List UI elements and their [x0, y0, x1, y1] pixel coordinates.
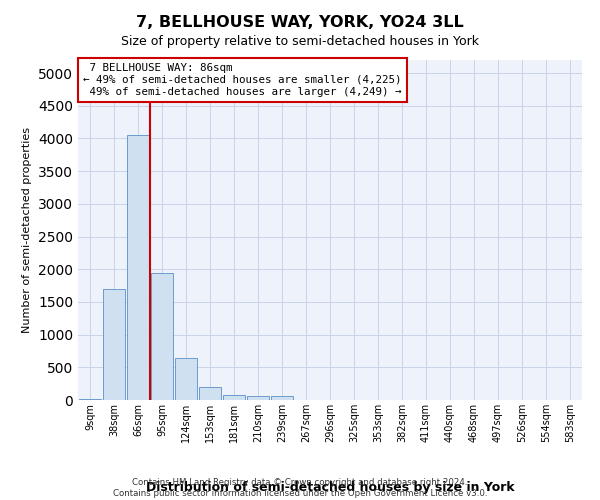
Bar	[151, 272, 173, 400]
Text: 7, BELLHOUSE WAY, YORK, YO24 3LL: 7, BELLHOUSE WAY, YORK, YO24 3LL	[136, 15, 464, 30]
Bar	[79, 398, 101, 400]
Bar	[271, 396, 293, 400]
Bar	[199, 387, 221, 400]
Y-axis label: Number of semi-detached properties: Number of semi-detached properties	[22, 127, 32, 333]
Bar	[127, 135, 149, 400]
Text: Size of property relative to semi-detached houses in York: Size of property relative to semi-detach…	[121, 35, 479, 48]
Bar	[175, 358, 197, 400]
Bar	[103, 289, 125, 400]
X-axis label: Distribution of semi-detached houses by size in York: Distribution of semi-detached houses by …	[146, 481, 514, 494]
Text: 7 BELLHOUSE WAY: 86sqm
← 49% of semi-detached houses are smaller (4,225)
 49% of: 7 BELLHOUSE WAY: 86sqm ← 49% of semi-det…	[83, 64, 401, 96]
Text: Contains HM Land Registry data © Crown copyright and database right 2024.
Contai: Contains HM Land Registry data © Crown c…	[113, 478, 487, 498]
Bar	[247, 396, 269, 400]
Bar	[223, 395, 245, 400]
